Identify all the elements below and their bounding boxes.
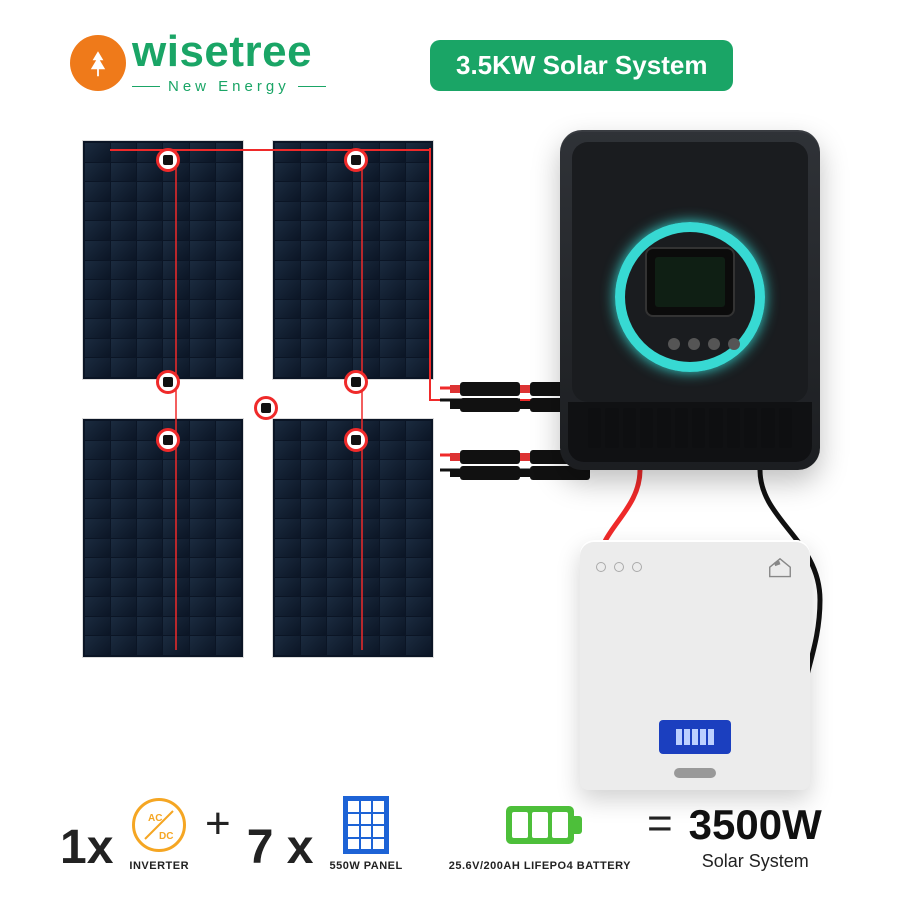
solar-panel xyxy=(82,418,244,658)
inverter-button xyxy=(688,338,700,350)
battery-unit xyxy=(580,540,810,790)
inverter-button xyxy=(708,338,720,350)
battery-label: 25.6V/200AH LIFEPO4 BATTERY xyxy=(449,860,631,872)
battery-indicator-icon xyxy=(596,562,642,572)
battery-lcd xyxy=(659,720,731,754)
svg-text:DC: DC xyxy=(159,831,173,842)
mc4-junction-icon xyxy=(344,370,368,394)
mc4-junction-icon xyxy=(344,148,368,172)
battery-icon xyxy=(506,806,574,844)
mc4-junction-icon xyxy=(156,370,180,394)
brand-name: wisetree xyxy=(132,30,326,74)
mc4-junction-icon xyxy=(344,428,368,452)
mc4-connector-icon xyxy=(460,382,520,396)
mc4-connector-icon xyxy=(460,450,520,464)
battery-button xyxy=(674,768,716,778)
mc4-connector-icon xyxy=(460,466,520,480)
solar-panel xyxy=(82,140,244,380)
house-panel-icon xyxy=(766,556,794,578)
result-value: 3500W xyxy=(689,801,822,849)
inverter-button xyxy=(668,338,680,350)
inverter-icon: AC DC xyxy=(132,798,186,852)
solar-panel xyxy=(272,140,434,380)
mc4-junction-icon xyxy=(156,428,180,452)
mc4-connector-icon xyxy=(460,398,520,412)
panel-label: 550W PANEL xyxy=(329,860,402,872)
brand-logo: wisetree New Energy xyxy=(70,30,326,95)
eq-panel-qty: 7 x xyxy=(247,824,314,872)
plus-icon: + xyxy=(205,799,231,869)
mc4-junction-icon xyxy=(254,396,278,420)
inverter-label: INVERTER xyxy=(129,860,189,872)
brand-tagline: New Energy xyxy=(132,78,326,95)
equals-icon: = xyxy=(647,799,673,869)
inverter-button xyxy=(728,338,740,350)
eq-inverter-qty: 1x xyxy=(60,824,113,872)
logo-sun-icon xyxy=(70,35,126,91)
panel-icon xyxy=(343,796,389,854)
inverter-unit xyxy=(560,130,820,470)
inverter-screen xyxy=(645,247,735,317)
mc4-junction-icon xyxy=(156,148,180,172)
system-title: 3.5KW Solar System xyxy=(430,40,733,91)
equation-row: 1x AC DC INVERTER + 7 x 550W PANEL 25.6V/… xyxy=(60,796,860,872)
result-label: Solar System xyxy=(702,851,809,872)
svg-text:AC: AC xyxy=(148,813,162,824)
solar-panel xyxy=(272,418,434,658)
